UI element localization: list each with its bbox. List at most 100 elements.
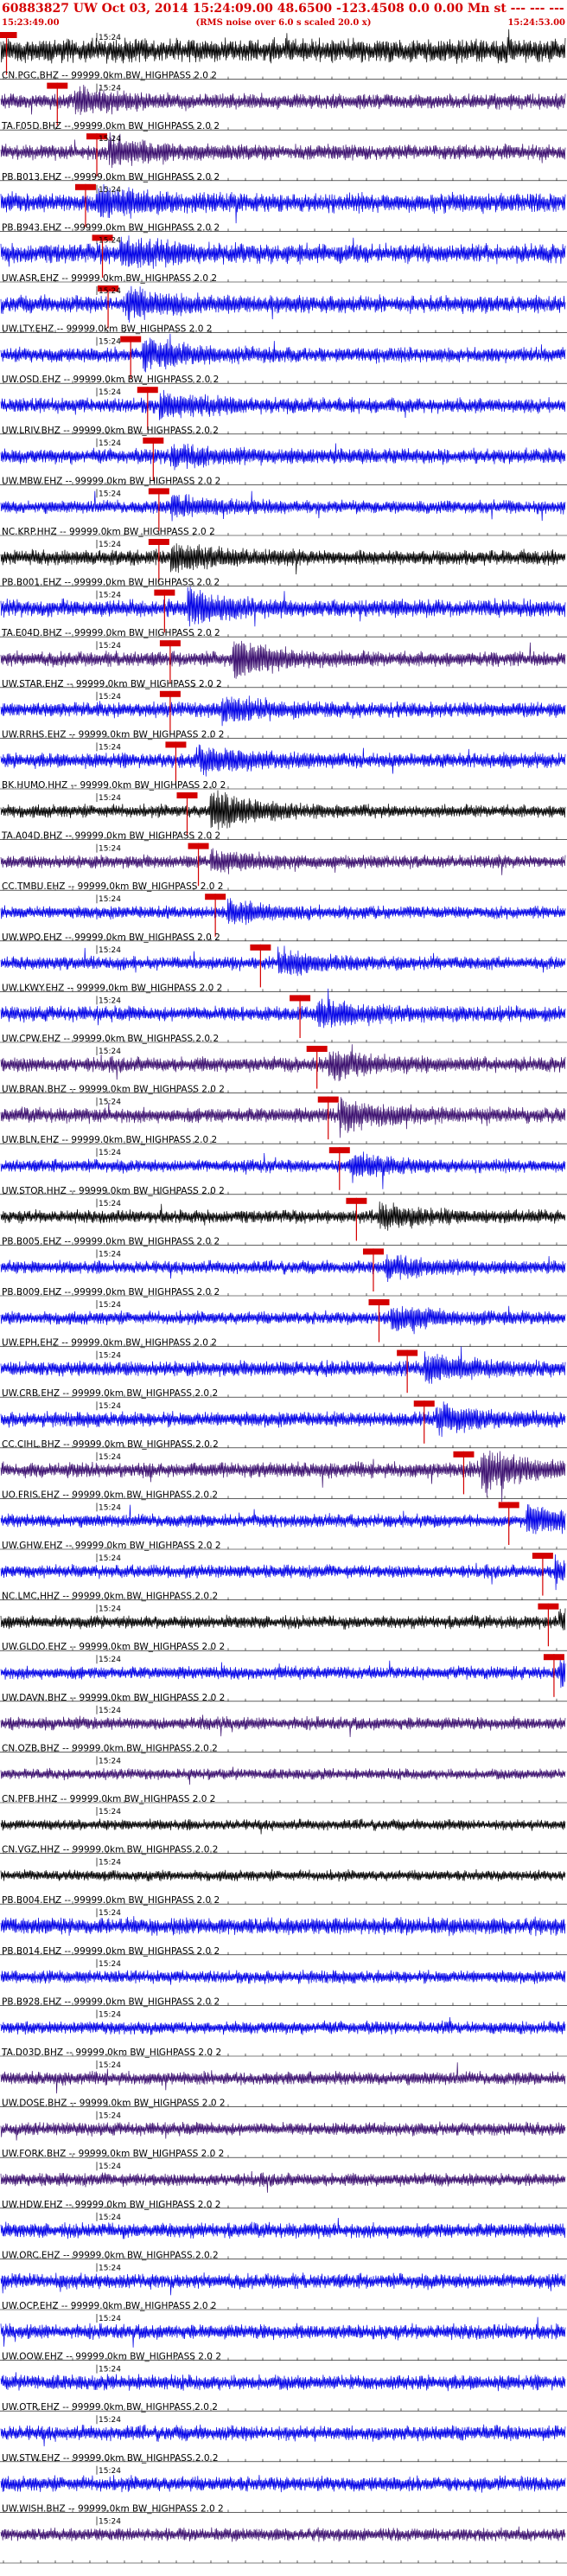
trace-23: UW.STOR.HHZ -- 99999.0km BW_HIGHPASS 2.0… — [0, 1186, 567, 1246]
station-label: UW.CPW.EHZ -- 99999.0km BW_HIGHPASS 2.0 … — [2, 1034, 219, 1044]
waveform — [0, 2424, 566, 2447]
trace-42: UW.FORK.BHZ -- 99999.0km BW_HIGHPASS 2.0… — [0, 2149, 567, 2209]
time-tick-label: 15:24 — [99, 1149, 121, 1157]
station-label: UW.STOR.HHZ -- 99999.0km BW_HIGHPASS 2.0… — [2, 1186, 225, 1196]
time-tick-label: 15:24 — [99, 1099, 121, 1107]
station-label: CN.PFB.HHZ -- 99999.0km BW_HIGHPASS 2.0 … — [2, 1794, 215, 1804]
trace-16: TA.A04D.BHZ -- 99999.0km BW_HIGHPASS 2.0… — [0, 831, 567, 891]
time-tick-label: 15:24 — [99, 34, 121, 42]
trace-20: UW.CPW.EHZ -- 99999.0km BW_HIGHPASS 2.0 … — [0, 1034, 567, 1093]
waveform — [0, 1714, 566, 1738]
trace-10: NC.KRP.HHZ -- 99999.0km BW_HIGHPASS 2.0 … — [0, 527, 567, 586]
time-tick-label: 15:24 — [99, 996, 121, 1005]
station-label: UW.MBW.EHZ -- 99999.0km BW_HIGHPASS 2.0 … — [2, 476, 220, 486]
trace-44: UW.ORC.EHZ -- 99999.0km BW_HIGHPASS 2.0 … — [0, 2250, 567, 2310]
waveform — [0, 1044, 566, 1082]
station-label: NC.KRP.HHZ -- 99999.0km BW_HIGHPASS 2.0 … — [2, 527, 215, 537]
time-tick-label: 15:24 — [99, 592, 121, 600]
time-tick-label: 15:24 — [99, 2315, 121, 2323]
trace-4: PB.B943.EHZ -- 99999.0km BW_HIGHPASS 2.0… — [0, 222, 567, 283]
trace-9: UW.MBW.EHZ -- 99999.0km BW_HIGHPASS 2.0 … — [0, 476, 567, 536]
waveform — [0, 898, 566, 926]
trace-13: UW.STAR.EHZ -- 99999.0km BW_HIGHPASS 2.0… — [0, 679, 567, 739]
time-tick-label: 15:24 — [99, 1301, 121, 1310]
event-title: 60883827 UW Oct 03, 2014 15:24:09.00 48.… — [2, 2, 567, 16]
trace-38: PB.B014.EHZ -- 99999.0km BW_HIGHPASS 2.0… — [0, 1946, 567, 2006]
station-label: UW.GLDO.EHZ -- 99999.0km BW_HIGHPASS 2.0… — [2, 1642, 225, 1652]
station-label: UW.DOSE.BHZ -- 99999.0km BW_HIGHPASS 2.0… — [2, 2099, 226, 2109]
trace-45: UW.OCP.EHZ -- 99999.0km BW_HIGHPASS 2.0 … — [0, 2301, 567, 2361]
trace-35: CN.PFB.HHZ -- 99999.0km BW_HIGHPASS 2.0 … — [0, 1794, 567, 1854]
time-tick-label: 15:24 — [99, 1605, 121, 1614]
station-label: UW.CRB.EHZ -- 99999.0km BW_HIGHPASS 2.0 … — [2, 1388, 218, 1399]
trace-33: UW.DAVN.BHZ -- 99999.0km BW_HIGHPASS 2.0… — [0, 1693, 567, 1753]
time-tick-label: 15:24 — [99, 2010, 121, 2019]
time-tick-label: 15:24 — [99, 1554, 121, 1563]
waveform — [0, 84, 566, 115]
time-tick-label: 15:24 — [99, 743, 121, 752]
waveform — [0, 640, 566, 679]
station-label: UW.STW.EHZ -- 99999.0km BW_HIGHPASS 2.0 … — [2, 2453, 219, 2464]
station-label: NC.LMC.HHZ -- 99999.0km BW_HIGHPASS 2.0 … — [2, 1592, 218, 1602]
trace-41: UW.DOSE.BHZ -- 99999.0km BW_HIGHPASS 2.0… — [0, 2099, 567, 2158]
waveform — [0, 2475, 566, 2493]
waveform — [0, 2272, 566, 2296]
station-label: UW.BLN.EHZ -- 99999.0km BW_HIGHPASS 2.0 … — [2, 1135, 217, 1145]
station-label: PB.B943.EHZ -- 99999.0km BW_HIGHPASS 2.0… — [2, 222, 220, 233]
trace-19: UW.LKWY.EHZ -- 99999.0km BW_HIGHPASS 2.0… — [0, 983, 567, 1043]
station-label: PB.B004.EHZ -- 99999.0km BW_HIGHPASS 2.0… — [2, 1895, 220, 1906]
trace-7: UW.OSD.EHZ -- 99999.0km BW_HIGHPASS 2.0 … — [0, 375, 567, 435]
trace-34: CN.OZB.BHZ -- 99999.0km BW_HIGHPASS 2.0 … — [0, 1743, 567, 1804]
time-tick-label: 15:24 — [99, 642, 121, 650]
station-label: UW.OTR.EHZ -- 99999.0km BW_HIGHPASS 2.0 … — [2, 2402, 218, 2413]
trace-2: TA.F05D.BHZ -- 99999.0km BW_HIGHPASS 2.0… — [0, 121, 567, 182]
time-tick-label: 15:24 — [99, 1352, 121, 1361]
waveform — [0, 389, 566, 420]
time-tick-label: 15:24 — [99, 2163, 121, 2171]
station-label: PB.B005.EHZ -- 99999.0km BW_HIGHPASS 2.0… — [2, 1236, 220, 1246]
trace-43: UW.HDW.EHZ -- 99999.0km BW_HIGHPASS 2.0 … — [0, 2200, 567, 2259]
waveform — [0, 2372, 566, 2392]
waveform — [0, 945, 566, 977]
station-label: UW.DAVN.BHZ -- 99999.0km BW_HIGHPASS 2.0… — [2, 1693, 225, 1703]
trace-15: BK.HUMO.HHZ -- 99999.0km BW_HIGHPASS 2.0… — [0, 780, 567, 840]
time-tick-label: 15:24 — [99, 85, 121, 93]
time-tick-label: 15:24 — [99, 1859, 121, 1868]
trace-32: UW.GLDO.EHZ -- 99999.0km BW_HIGHPASS 2.0… — [0, 1642, 567, 1702]
waveform — [0, 790, 566, 830]
trace-28: CC.CIHL.BHZ -- 99999.0km BW_HIGHPASS 2.0… — [0, 1439, 567, 1503]
waveform — [0, 586, 566, 627]
waveform — [0, 1254, 566, 1283]
waveform — [0, 2170, 566, 2193]
trace-46: UW.OOW.EHZ -- 99999.0km BW_HIGHPASS 2.0 … — [0, 2352, 567, 2412]
waveform — [0, 1450, 566, 1503]
trace-36: CN.VGZ.HHZ -- 99999.0km BW_HIGHPASS 2.0 … — [0, 1845, 567, 1905]
trace-49: UW.WISH.BHZ -- 99999.0km BW_HIGHPASS 2.0… — [0, 2503, 567, 2564]
trace-1: CN.PGC.BHZ -- 99999.0km BW_HIGHPASS 2.0 … — [0, 71, 567, 131]
time-tick-label: 15:24 — [99, 490, 121, 498]
time-tick-label: 15:24 — [99, 1909, 121, 1918]
time-tick-label: 15:24 — [99, 186, 121, 195]
station-label: UW.LRIV.BHZ -- 99999.0km BW_HIGHPASS 2.0… — [2, 426, 219, 436]
trace-24: PB.B005.EHZ -- 99999.0km BW_HIGHPASS 2.0… — [0, 1236, 567, 1297]
waveform — [0, 1151, 566, 1189]
trace-48: UW.STW.EHZ -- 99999.0km BW_HIGHPASS 2.0 … — [0, 2453, 567, 2513]
time-tick-label: 15:24 — [99, 794, 121, 803]
waveform — [0, 1766, 566, 1785]
pick-flag — [0, 32, 17, 38]
waveform — [0, 285, 566, 323]
waveform — [0, 1097, 566, 1138]
time-tick-label: 15:24 — [99, 236, 121, 245]
time-tick-label: 15:24 — [99, 845, 121, 854]
trace-29: UO.FRIS.EHZ -- 99999.0km BW_HIGHPASS 2.0… — [0, 1490, 567, 1550]
station-label: TA.A04D.BHZ -- 99999.0km BW_HIGHPASS 2.0… — [1, 831, 220, 842]
time-tick-label: 15:24 — [99, 946, 121, 955]
trace-27: UW.CRB.EHZ -- 99999.0km BW_HIGHPASS 2.0 … — [0, 1388, 567, 1449]
station-label: PB.B009.EHZ -- 99999.0km BW_HIGHPASS 2.0… — [2, 1287, 220, 1298]
trace-3: PB.B013.EHZ -- 99999.0km BW_HIGHPASS 2.0… — [0, 172, 567, 232]
station-label: CN.VGZ.HHZ -- 99999.0km BW_HIGHPASS 2.0 … — [2, 1845, 218, 1855]
time-tick-label: 15:24 — [99, 2214, 121, 2222]
station-label: TA.E04D.BHZ -- 99999.0km BW_HIGHPASS 2.0… — [1, 628, 220, 638]
time-tick-label: 15:24 — [99, 287, 121, 296]
